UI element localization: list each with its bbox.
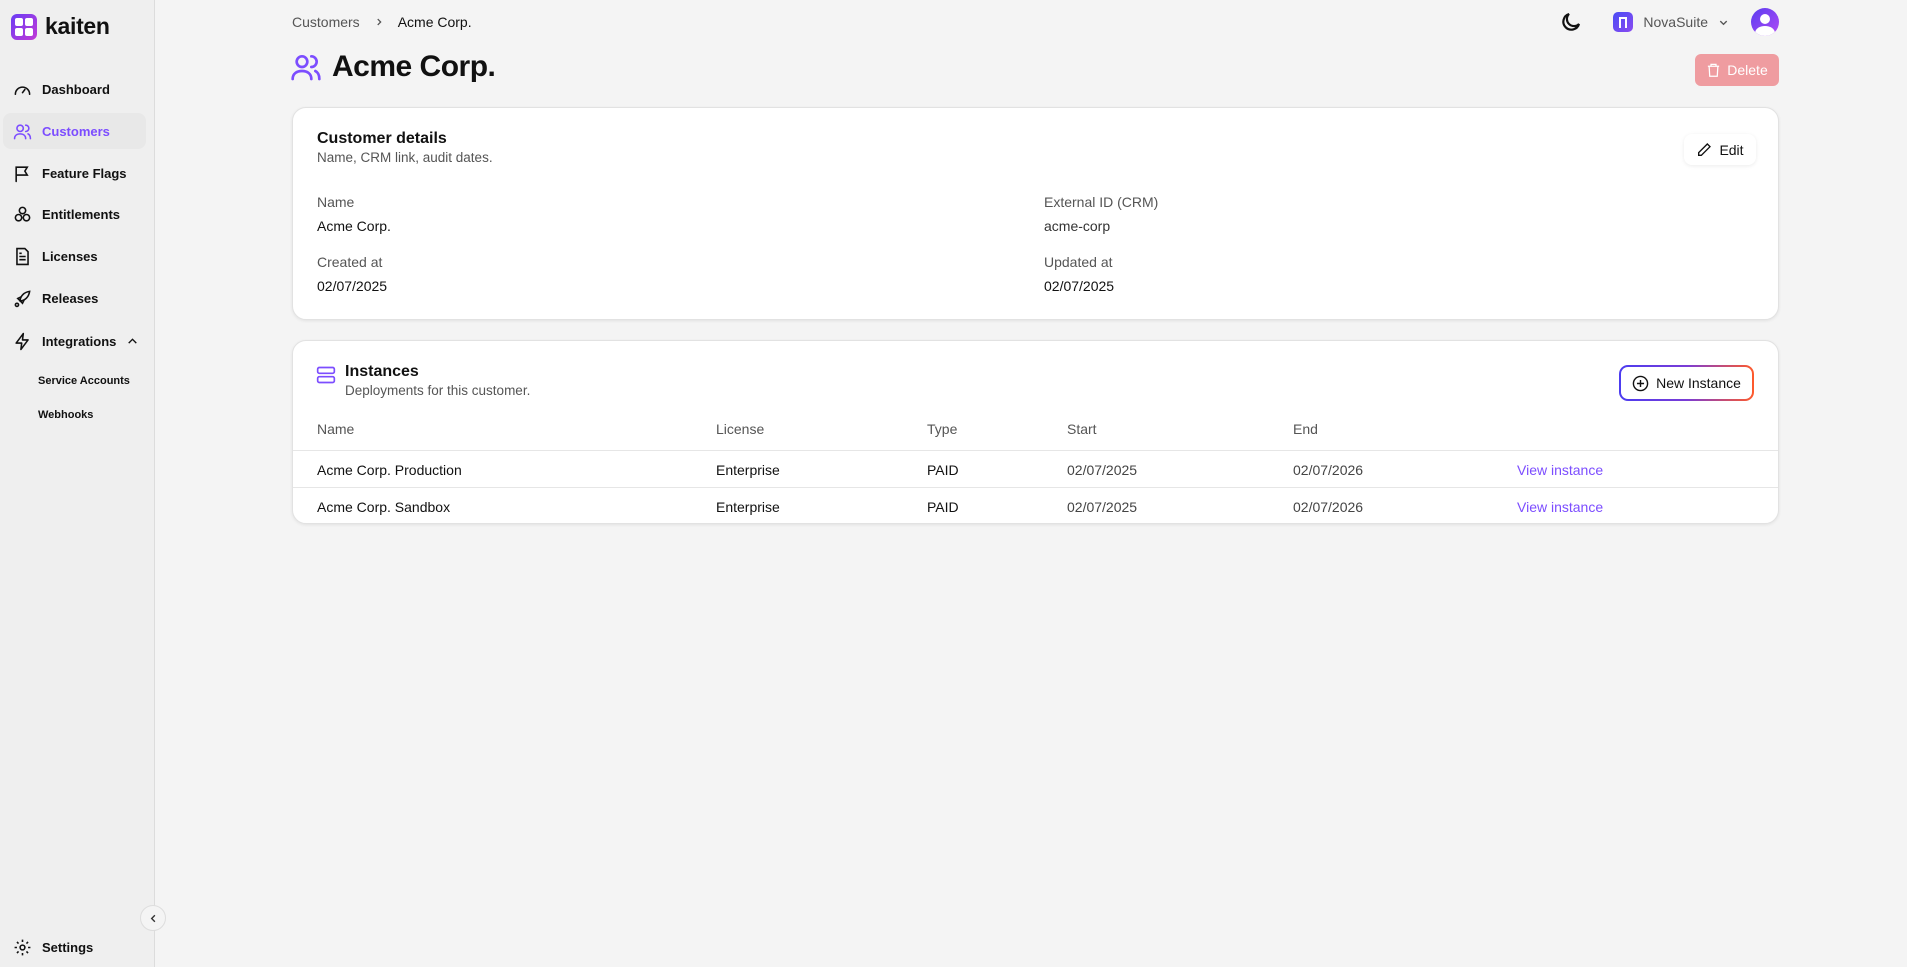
- sidebar-item-label: Dashboard: [42, 81, 110, 97]
- view-instance-link[interactable]: View instance: [1517, 462, 1604, 478]
- instance-start: 02/07/2025: [1067, 462, 1138, 478]
- moon-icon[interactable]: [1559, 10, 1583, 34]
- instance-license: Enterprise: [716, 499, 780, 515]
- trash-icon: [1708, 63, 1720, 77]
- sidebar-item-settings[interactable]: Settings: [3, 929, 146, 965]
- file-text-icon: [16, 247, 29, 265]
- collapse-sidebar-button[interactable]: [140, 905, 166, 931]
- zap-icon: [15, 332, 29, 350]
- field-value: acme-corp: [1044, 218, 1111, 234]
- sidebar: kaiten Dashboard Customers Feature Flags…: [0, 0, 155, 967]
- breadcrumb-customers[interactable]: Customers: [292, 14, 360, 30]
- org-switcher[interactable]: NovaSuite: [1613, 12, 1729, 32]
- delete-label: Delete: [1727, 62, 1768, 78]
- avatar[interactable]: [1751, 8, 1779, 36]
- sidebar-item-webhooks[interactable]: Webhooks: [38, 409, 94, 421]
- sidebar-item-label: Settings: [42, 939, 94, 955]
- sidebar-item-integrations[interactable]: Integrations: [3, 323, 146, 359]
- delete-button[interactable]: Delete: [1695, 54, 1779, 86]
- sidebar-item-label: Entitlements: [42, 206, 121, 222]
- sidebar-item-service-accounts[interactable]: Service Accounts: [38, 375, 130, 387]
- breadcrumb: Customers Acme Corp.: [292, 14, 472, 30]
- logo[interactable]: kaiten: [11, 13, 110, 40]
- column-header: Name: [317, 421, 355, 437]
- field-label: Updated at: [1044, 254, 1113, 270]
- page-title: Acme Corp.: [332, 50, 496, 83]
- sidebar-item-feature-flags[interactable]: Feature Flags: [3, 155, 146, 191]
- instance-start: 02/07/2025: [1067, 499, 1138, 515]
- server-icon: [316, 366, 336, 384]
- field-label: Created at: [317, 254, 383, 270]
- breadcrumb-current: Acme Corp.: [397, 14, 472, 30]
- users-icon: [291, 55, 321, 81]
- new-instance-button[interactable]: New Instance: [1619, 365, 1754, 401]
- field-label: Name: [317, 194, 355, 210]
- card-title: Customer details: [317, 130, 447, 147]
- customer-details-card: Customer details Name, CRM link, audit d…: [292, 107, 1779, 320]
- chevron-up-icon: [128, 337, 138, 344]
- sidebar-item-releases[interactable]: Releases: [3, 280, 146, 316]
- sidebar-item-customers[interactable]: Customers: [3, 113, 146, 149]
- pencil-icon: [1698, 142, 1712, 156]
- sidebar-item-label: Integrations: [42, 333, 117, 349]
- instance-name: Acme Corp. Production: [317, 462, 462, 478]
- instance-end: 02/07/2026: [1293, 462, 1364, 478]
- instance-name: Acme Corp. Sandbox: [317, 499, 451, 515]
- field-value: 02/07/2025: [1044, 278, 1115, 294]
- card-subtitle: Name, CRM link, audit dates.: [317, 150, 493, 165]
- edit-button[interactable]: Edit: [1684, 134, 1756, 165]
- field-label: External ID (CRM): [1044, 194, 1159, 210]
- view-instance-link[interactable]: View instance: [1517, 499, 1604, 515]
- sidebar-item-label: Feature Flags: [42, 165, 127, 181]
- edit-label: Edit: [1719, 141, 1744, 158]
- users-icon: [13, 123, 32, 139]
- card-subtitle: Deployments for this customer.: [345, 383, 531, 398]
- sidebar-item-label: Licenses: [42, 248, 98, 264]
- sidebar-item-licenses[interactable]: Licenses: [3, 238, 146, 274]
- column-header: End: [1293, 421, 1318, 437]
- column-header: Start: [1067, 421, 1097, 437]
- field-value: 02/07/2025: [317, 278, 388, 294]
- logo-icon: [11, 13, 37, 40]
- sidebar-item-dashboard[interactable]: Dashboard: [3, 71, 146, 107]
- instance-end: 02/07/2026: [1293, 499, 1364, 515]
- chevron-left-icon: [150, 914, 155, 922]
- building-icon: [1613, 12, 1634, 32]
- org-name: NovaSuite: [1643, 14, 1708, 30]
- app-name: kaiten: [45, 13, 110, 39]
- gear-icon: [14, 939, 31, 955]
- column-header: Type: [927, 421, 958, 437]
- instance-license: Enterprise: [716, 462, 780, 478]
- sidebar-item-label: Customers: [42, 123, 110, 139]
- page-header: Acme Corp.: [290, 50, 496, 84]
- sidebar-item-entitlements[interactable]: Entitlements: [3, 196, 146, 232]
- table-row: Acme Corp. Sandbox Enterprise PAID 02/07…: [293, 487, 1778, 523]
- table-row: Acme Corp. Production Enterprise PAID 02…: [293, 450, 1778, 487]
- gauge-icon: [14, 85, 31, 95]
- new-instance-label: New Instance: [1656, 375, 1741, 391]
- column-header: License: [716, 421, 765, 437]
- sidebar-item-label: Releases: [42, 290, 99, 306]
- plus-circle-icon: [1632, 375, 1649, 391]
- boxes-icon: [14, 206, 31, 222]
- instance-type: PAID: [927, 462, 959, 478]
- card-title: Instances: [345, 363, 419, 380]
- rocket-icon: [14, 289, 31, 307]
- chevron-down-icon: [1719, 20, 1728, 25]
- chevron-right-icon: [376, 18, 382, 26]
- header-actions: NovaSuite: [1559, 8, 1779, 36]
- field-value: Acme Corp.: [317, 218, 391, 234]
- flag-icon: [15, 165, 29, 182]
- instance-type: PAID: [927, 499, 959, 515]
- instances-card: Instances Deployments for this customer.…: [292, 340, 1779, 524]
